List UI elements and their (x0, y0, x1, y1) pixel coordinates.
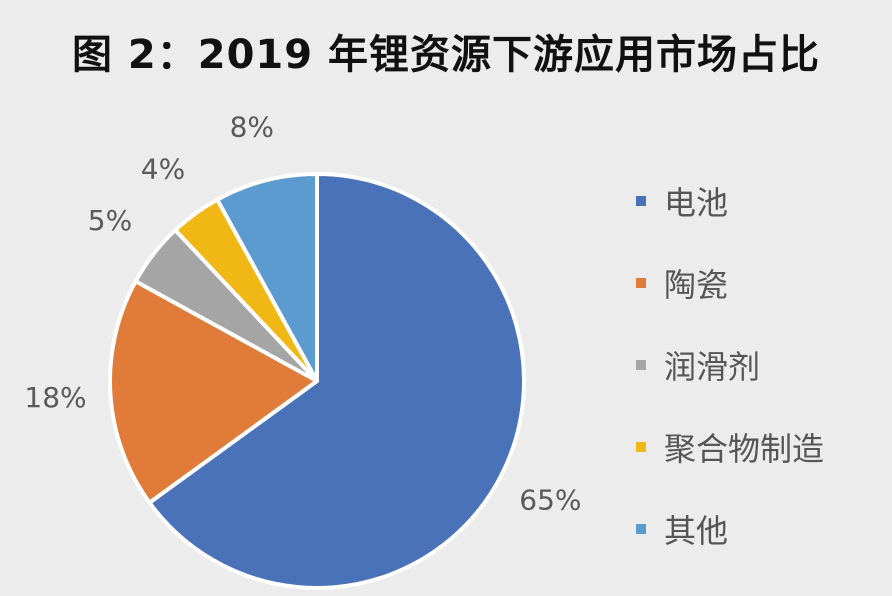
legend-item-battery[interactable]: 电池 (636, 160, 886, 242)
chart-title: 图 2：2019 年锂资源下游应用市场占比 (71, 32, 820, 78)
chart-legend: 电池 陶瓷 润滑剂 聚合物制造 其他 (636, 160, 886, 570)
data-label-battery: 65% (519, 483, 581, 516)
pie-slice-ceramics[interactable] (108, 279, 319, 505)
legend-swatch-other (636, 524, 646, 534)
legend-swatch-polymer (636, 442, 646, 452)
legend-item-ceramics[interactable]: 陶瓷 (636, 242, 886, 324)
data-label-other: 8% (230, 111, 274, 144)
data-label-lubricant: 5% (88, 204, 132, 237)
data-label-polymer: 4% (141, 153, 185, 186)
data-label-ceramics: 18% (24, 381, 86, 414)
legend-swatch-battery (636, 196, 646, 206)
pie-slices (108, 172, 526, 590)
legend-label-other: 其他 (664, 512, 729, 550)
legend-swatch-lubricant (636, 360, 646, 370)
pie-slice-other[interactable] (215, 172, 319, 383)
legend-label-lubricant: 润滑剂 (664, 348, 761, 386)
legend-label-polymer: 聚合物制造 (664, 430, 825, 468)
legend-label-battery: 电池 (664, 184, 729, 222)
legend-label-ceramics: 陶瓷 (664, 266, 729, 304)
legend-swatch-ceramics (636, 278, 646, 288)
legend-item-polymer[interactable]: 聚合物制造 (636, 406, 886, 488)
legend-item-lubricant[interactable]: 润滑剂 (636, 324, 886, 406)
pie-data-labels: 65% 18% 5% 4% 8% (24, 111, 581, 517)
pie-slice-battery[interactable] (147, 172, 526, 590)
legend-item-other[interactable]: 其他 (636, 488, 886, 570)
